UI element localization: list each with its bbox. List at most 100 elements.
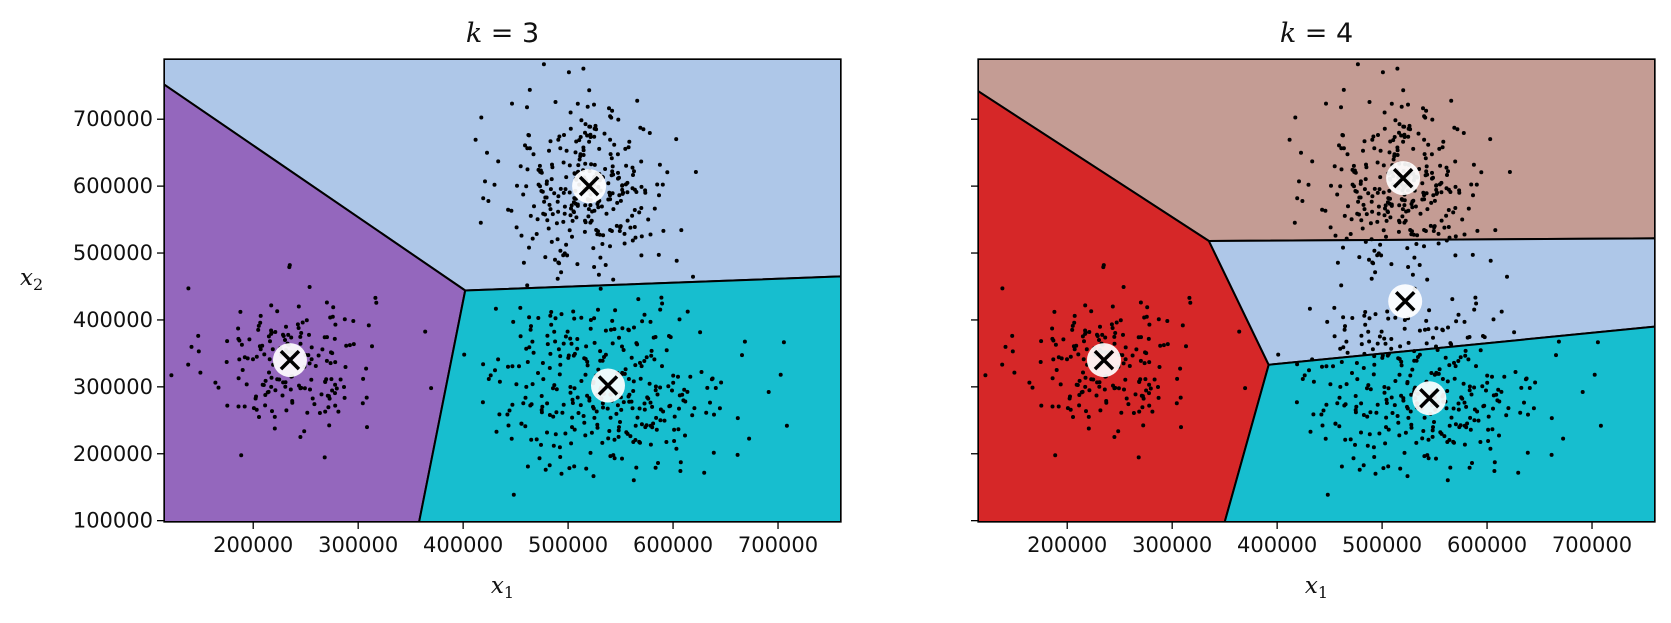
data-point xyxy=(609,173,614,178)
data-point xyxy=(511,319,516,324)
data-point xyxy=(1380,355,1385,360)
data-point xyxy=(518,334,523,339)
data-point xyxy=(570,234,574,239)
data-point xyxy=(1518,410,1523,415)
data-point xyxy=(1000,286,1005,291)
data-point xyxy=(1165,319,1170,323)
data-point xyxy=(562,133,566,137)
data-point xyxy=(1039,339,1044,344)
data-point xyxy=(1119,410,1124,415)
data-point xyxy=(1453,422,1458,427)
data-point xyxy=(1506,406,1511,411)
data-point xyxy=(1367,339,1372,344)
data-point xyxy=(1398,344,1403,349)
data-point xyxy=(351,319,356,323)
data-point xyxy=(1399,133,1404,138)
data-point xyxy=(1445,173,1449,177)
data-point xyxy=(572,351,577,356)
data-point xyxy=(1095,380,1100,385)
data-point xyxy=(344,343,349,348)
data-point xyxy=(1393,315,1398,320)
data-point xyxy=(497,379,502,384)
data-point xyxy=(493,368,497,373)
data-point xyxy=(685,389,690,394)
data-point xyxy=(1438,163,1443,168)
data-point xyxy=(618,420,622,424)
data-point xyxy=(648,423,653,428)
data-point xyxy=(569,206,573,211)
data-point xyxy=(617,425,621,430)
data-point xyxy=(1460,217,1465,222)
data-point xyxy=(268,339,272,344)
data-point xyxy=(547,202,552,207)
data-point xyxy=(536,182,541,187)
data-point xyxy=(284,324,288,329)
data-point xyxy=(524,184,529,189)
data-point xyxy=(307,332,311,337)
data-point xyxy=(556,209,561,214)
y-tick-label: 400000 xyxy=(73,308,153,332)
data-point xyxy=(247,337,252,342)
data-point xyxy=(585,133,590,138)
data-point xyxy=(1436,231,1441,236)
data-point xyxy=(1355,377,1360,382)
data-point xyxy=(1497,399,1502,404)
data-point xyxy=(1384,415,1389,420)
data-point xyxy=(549,322,554,327)
data-point xyxy=(617,193,622,198)
data-point xyxy=(1354,189,1359,194)
data-point xyxy=(591,246,596,251)
data-point xyxy=(639,234,644,239)
data-point xyxy=(1339,146,1344,151)
data-point xyxy=(1083,384,1088,389)
centroid-marker xyxy=(572,169,607,204)
data-point xyxy=(1335,260,1340,265)
data-point xyxy=(1451,406,1456,411)
data-point xyxy=(647,381,652,386)
x-tick-label: 200000 xyxy=(213,533,293,557)
data-point xyxy=(1077,393,1082,397)
data-point xyxy=(626,377,631,381)
data-point xyxy=(1332,164,1337,169)
data-point xyxy=(594,127,599,132)
data-point xyxy=(1519,385,1524,390)
data-point xyxy=(1343,402,1348,407)
data-point xyxy=(648,319,653,324)
data-point xyxy=(1386,316,1391,321)
data-point xyxy=(299,331,304,335)
data-point xyxy=(1456,312,1461,317)
data-point xyxy=(1469,182,1474,187)
data-point xyxy=(275,377,280,382)
data-point xyxy=(1387,188,1392,193)
data-point xyxy=(479,115,484,120)
data-point xyxy=(333,360,338,365)
data-point xyxy=(1462,400,1467,405)
data-point xyxy=(1496,387,1501,392)
data-point xyxy=(1426,437,1431,442)
data-point xyxy=(553,100,558,104)
data-point xyxy=(571,209,576,214)
data-point xyxy=(1332,305,1337,310)
data-point xyxy=(740,353,744,358)
data-point xyxy=(1102,387,1107,392)
data-point xyxy=(543,212,547,217)
data-point xyxy=(1592,372,1597,377)
data-point xyxy=(677,406,681,411)
data-point xyxy=(1351,163,1356,168)
data-point xyxy=(1086,426,1091,431)
data-point xyxy=(1358,195,1363,200)
data-point xyxy=(1350,167,1355,172)
data-point xyxy=(505,412,510,417)
data-point xyxy=(1490,374,1494,379)
data-point xyxy=(583,372,588,377)
data-point xyxy=(1386,464,1391,469)
data-point xyxy=(597,232,602,237)
data-point xyxy=(316,353,321,358)
data-point xyxy=(333,403,338,408)
x-tick-label: 400000 xyxy=(1237,533,1317,557)
data-point xyxy=(586,207,591,212)
data-point xyxy=(1324,364,1329,369)
data-point xyxy=(617,335,621,340)
data-point xyxy=(1415,233,1420,238)
data-point xyxy=(1447,235,1452,240)
